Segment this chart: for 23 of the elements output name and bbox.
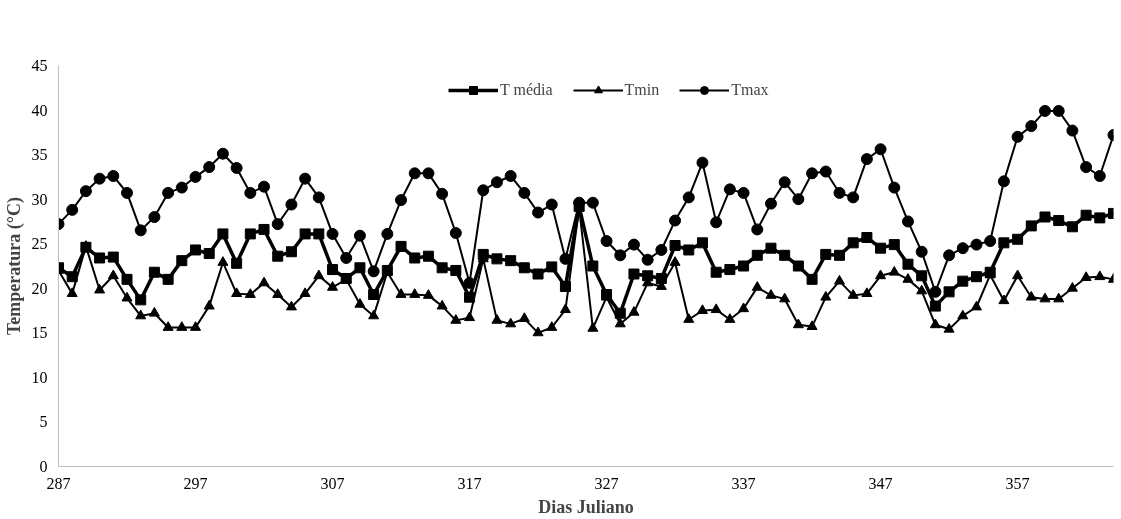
x-tick-label: 287 (46, 474, 71, 492)
y-tick-label: 20 (31, 279, 48, 297)
x-tick-label: 327 (594, 474, 619, 492)
x-tick-label: 357 (1005, 474, 1030, 492)
y-tick-label: 30 (31, 190, 48, 208)
x-tick-label: 297 (183, 474, 208, 492)
y-tick-label: 45 (31, 57, 48, 74)
legend-label: Tmin (624, 81, 660, 99)
legend-label: Tmax (731, 81, 769, 99)
legend-label: T média (500, 81, 553, 99)
y-tick-label: 40 (31, 101, 48, 119)
x-axis-title: Dias Juliano (538, 496, 634, 517)
y-tick-label: 35 (31, 146, 48, 164)
x-tick-label: 337 (731, 474, 756, 492)
x-tick-label: 307 (320, 474, 345, 492)
x-tick-label: 317 (457, 474, 482, 492)
y-tick-label: 5 (39, 413, 48, 431)
y-tick-label: 0 (39, 458, 48, 475)
y-tick-label: 25 (31, 235, 48, 253)
y-tick-label: 15 (31, 324, 48, 342)
x-tick-label: 347 (868, 474, 893, 492)
y-axis-title: Temperatura (°C) (3, 196, 25, 335)
y-tick-label: 10 (31, 368, 48, 386)
